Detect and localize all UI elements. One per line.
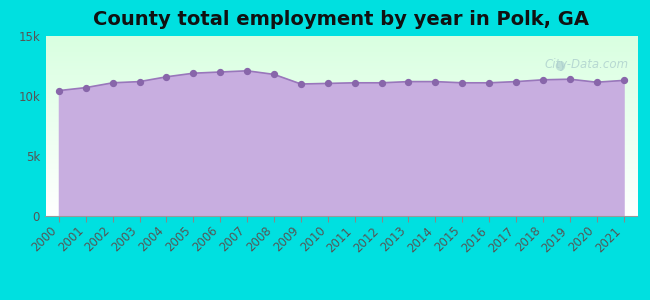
Point	[430, 79, 441, 84]
Point	[484, 80, 494, 85]
Point	[215, 70, 226, 74]
Point	[457, 80, 467, 85]
Point	[188, 71, 198, 76]
Point	[538, 77, 548, 82]
Point	[54, 88, 64, 93]
Point	[511, 79, 521, 84]
Text: ●: ●	[554, 58, 565, 71]
Point	[592, 80, 602, 85]
Point	[403, 79, 413, 84]
Point	[161, 74, 172, 79]
Point	[322, 81, 333, 86]
Point	[269, 72, 280, 77]
Point	[376, 80, 387, 85]
Point	[135, 79, 145, 84]
Point	[81, 85, 91, 90]
Point	[618, 78, 629, 83]
Point	[242, 68, 252, 73]
Title: County total employment by year in Polk, GA: County total employment by year in Polk,…	[93, 10, 590, 29]
Point	[350, 80, 360, 85]
Point	[296, 82, 306, 86]
Point	[565, 77, 575, 82]
Point	[107, 80, 118, 85]
Text: City-Data.com: City-Data.com	[544, 58, 628, 70]
